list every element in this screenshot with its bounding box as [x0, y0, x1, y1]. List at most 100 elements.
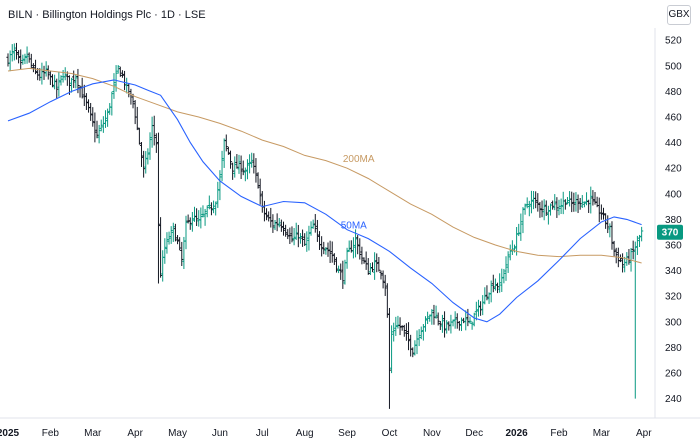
- ohlc-bar: [322, 241, 326, 255]
- ohlc-bar: [565, 196, 570, 205]
- ohlc-bar: [601, 207, 606, 220]
- ohlc-bar: [69, 77, 74, 93]
- ohlc-bar: [508, 244, 512, 261]
- ohlc-bar: [339, 263, 343, 280]
- ohlc-bar: [434, 305, 438, 319]
- ohlc-bar: [254, 158, 258, 183]
- ohlc-bar: [127, 83, 131, 98]
- ohlc-bar: [483, 287, 487, 305]
- time-axis[interactable]: 2025 Feb Mar Apr May Jun Jul Aug Sep Oct Nov Dec 202…: [0, 428, 652, 439]
- ohlc-bar: [377, 257, 381, 272]
- price-tick-label: 240: [665, 394, 682, 405]
- price-tick-label: 420: [665, 164, 682, 175]
- ohlc-bar: [188, 217, 192, 230]
- ohlc-bar: [222, 138, 226, 168]
- ohlc-bar: [14, 42, 19, 60]
- ohlc-bar: [358, 238, 362, 260]
- ohlc-bar: [618, 254, 623, 263]
- ohlc-bar: [239, 155, 243, 180]
- header-separator: ·: [154, 9, 158, 21]
- ohlc-bar: [91, 107, 95, 127]
- ohlc-bar: [122, 70, 127, 91]
- ohlc-bar: [152, 115, 156, 146]
- ma200-label: 200MA: [343, 154, 375, 165]
- ohlc-bar: [290, 226, 294, 243]
- currency-button[interactable]: GBX: [667, 5, 691, 25]
- ohlc-bar: [42, 65, 46, 80]
- ohlc-bar: [256, 172, 260, 189]
- ohlc-bar: [205, 205, 209, 218]
- ohlc-bar: [606, 215, 610, 234]
- ohlc-bar: [211, 200, 216, 214]
- ohlc-bar: [548, 203, 553, 216]
- ohlc-bar: [442, 311, 447, 338]
- ohlc-bar: [89, 102, 93, 121]
- ohlc-bar: [445, 320, 449, 334]
- ohlc-bar: [228, 150, 233, 169]
- ohlc-bar: [582, 201, 587, 208]
- ohlc-bar: [538, 201, 542, 218]
- ohlc-bar: [449, 314, 453, 334]
- ohlc-bar: [415, 330, 419, 355]
- price-tick-label: 400: [665, 189, 682, 200]
- ohlc-bar: [10, 44, 14, 62]
- ohlc-bar: [203, 208, 207, 226]
- ohlc-bar: [269, 207, 273, 228]
- price-tick-label: 260: [665, 369, 682, 380]
- company-name: Billington Holdings Plc: [42, 9, 152, 21]
- ohlc-bar: [551, 200, 555, 210]
- ohlc-bar: [135, 106, 139, 131]
- ohlc-bar: [163, 238, 167, 264]
- price-tick-label: 340: [665, 266, 682, 277]
- ohlc-bar: [328, 240, 332, 263]
- ma-labels: 200MA 50MA: [341, 154, 375, 232]
- ohlc-bar: [50, 74, 55, 88]
- ohlc-bar: [21, 54, 25, 65]
- ohlc-bar: [608, 223, 612, 238]
- ohlc-bar: [23, 53, 27, 65]
- ohlc-bar: [184, 215, 188, 250]
- ohlc-bar: [574, 192, 578, 212]
- ohlc-bar: [296, 224, 300, 248]
- ohlc-bar: [517, 223, 521, 237]
- ohlc-bar: [139, 142, 144, 167]
- time-tick-label: Jul: [256, 428, 269, 439]
- ohlc-bar: [612, 240, 616, 257]
- ohlc-bar: [635, 235, 640, 255]
- price-axis[interactable]: 240 260 280 300 320 340 360 380 400 420 440 460 480 5…: [665, 36, 682, 405]
- ohlc-bar: [576, 194, 580, 214]
- ohlc-bar: [207, 195, 211, 210]
- ohlc-bar: [570, 191, 574, 213]
- ohlc-bar: [300, 229, 305, 247]
- ohlc-bar: [597, 197, 601, 223]
- ohlc-bar: [235, 154, 239, 169]
- ohlc-bar: [216, 181, 220, 208]
- price-tick-label: 380: [665, 215, 682, 226]
- ohlc-bar: [250, 152, 254, 168]
- ohlc-bar: [620, 253, 625, 273]
- ohlc-bar: [455, 313, 459, 329]
- ohlc-bar: [275, 213, 279, 232]
- time-tick-label: Nov: [423, 428, 441, 439]
- ohlc-bar: [525, 197, 529, 209]
- ohlc-bar: [324, 247, 328, 255]
- ohlc-bar: [599, 204, 603, 220]
- ohlc-bar: [417, 329, 421, 347]
- ohlc-bar: [53, 74, 57, 90]
- ohlc-bar: [353, 229, 358, 258]
- ohlc-bar: [462, 317, 466, 324]
- ohlc-bar: [201, 205, 205, 218]
- ohlc-bar: [542, 199, 546, 221]
- ohlc-bar: [158, 217, 163, 278]
- ohlc-bar: [392, 322, 396, 342]
- ohlc-bar: [610, 221, 614, 250]
- ohlc-bar: [307, 225, 311, 251]
- last-price-badge: 370: [657, 224, 683, 240]
- ohlc-bar: [192, 206, 197, 222]
- ohlc-bar: [167, 231, 171, 245]
- ohlc-bar: [419, 326, 423, 340]
- price-tick-label: 520: [665, 36, 682, 47]
- exchange: LSE: [184, 9, 206, 21]
- ohlc-bar: [489, 280, 493, 303]
